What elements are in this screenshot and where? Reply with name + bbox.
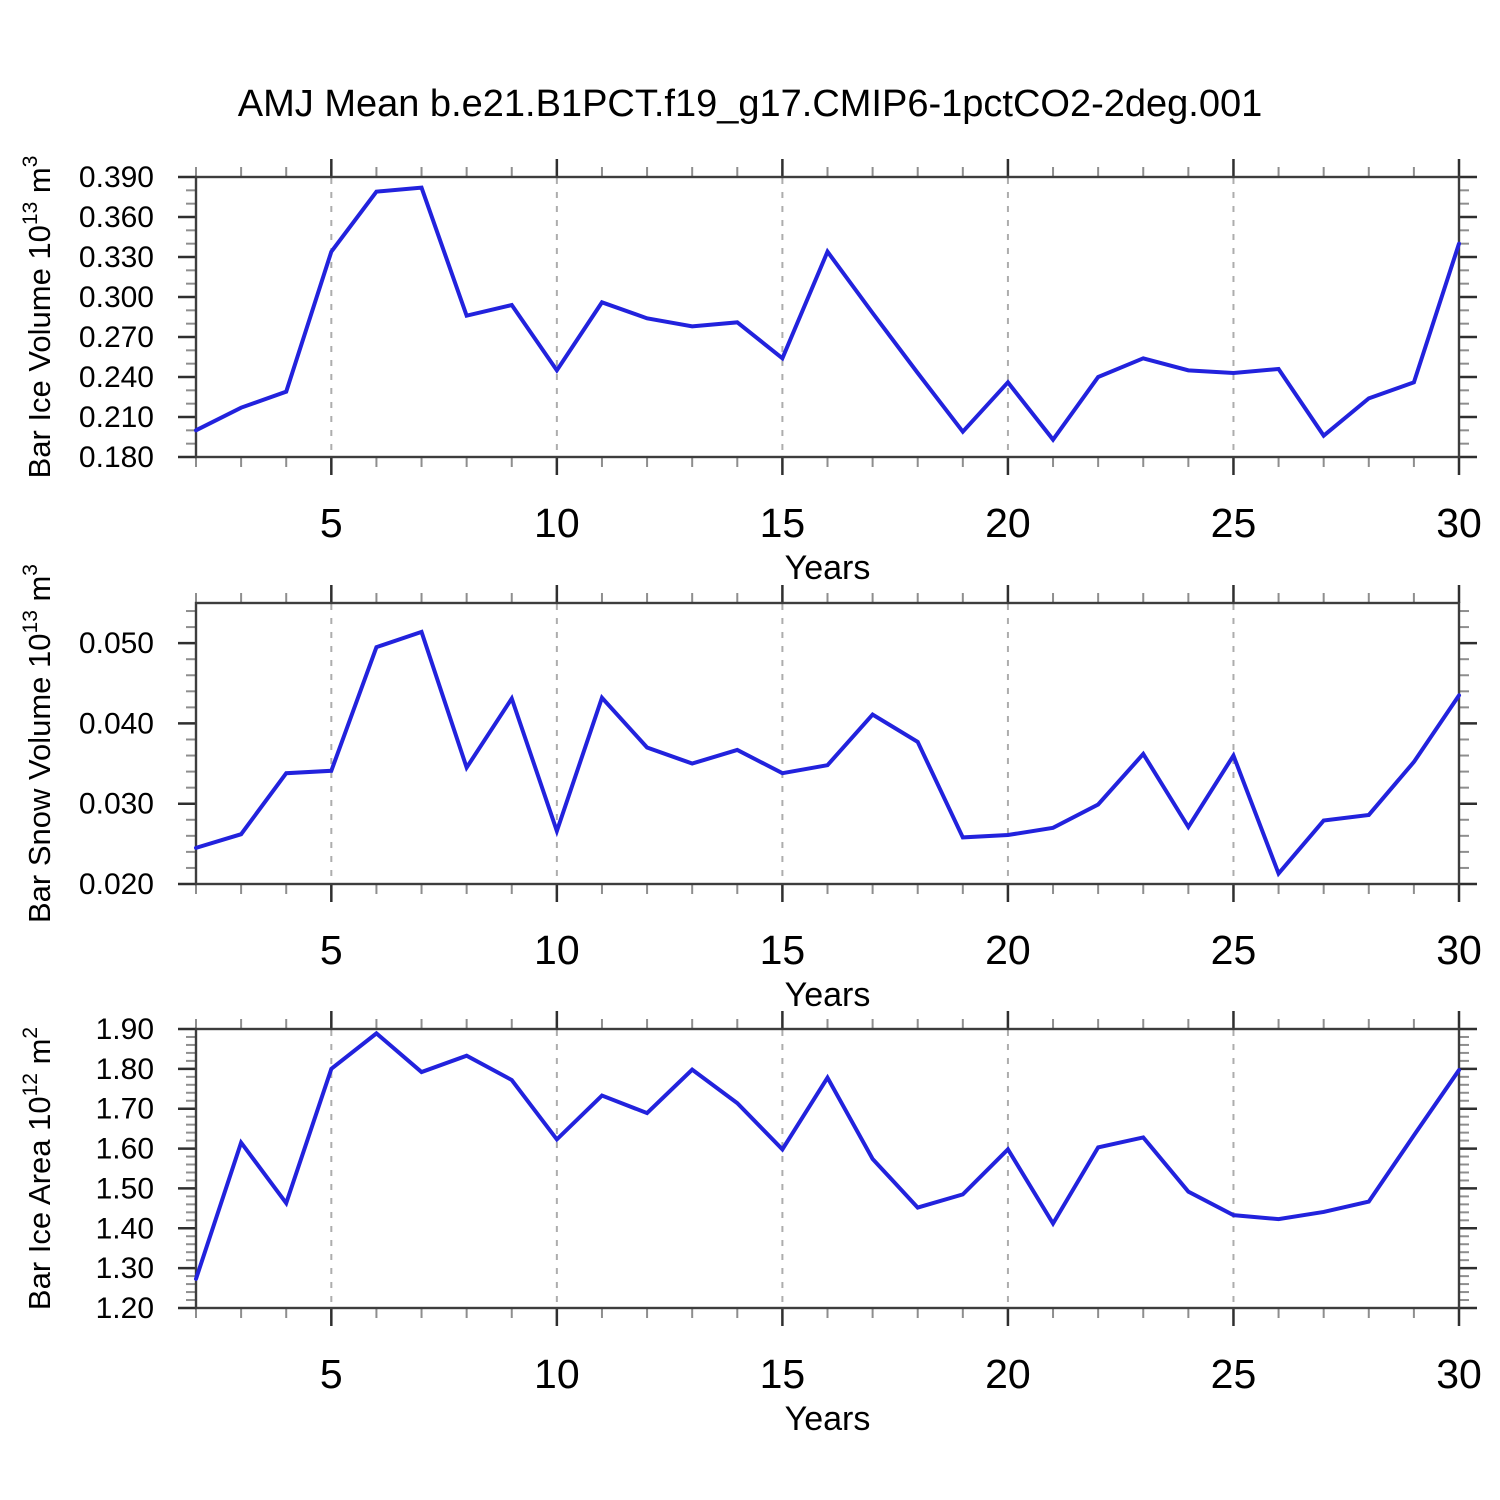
x-tick-label: 25 (1211, 500, 1257, 546)
y-tick-label: 0.040 (79, 707, 154, 740)
series-ice-volume (194, 185, 1461, 443)
y-tick-label: 1.60 (96, 1133, 154, 1166)
x-tick-label: 20 (985, 1351, 1031, 1397)
y-axis-title-sup: 2 (19, 1027, 42, 1039)
y-tick-label: 1.30 (96, 1252, 154, 1285)
panel-frame (194, 601, 1461, 886)
plot-title: AMJ Mean b.e21.B1PCT.f19_g17.CMIP6-1pctC… (238, 83, 1262, 125)
y-tick-label: 1.90 (96, 1013, 154, 1046)
panel-frame (194, 175, 1461, 459)
y-tick-label: 1.70 (96, 1093, 154, 1126)
x-tick-label: 15 (760, 927, 806, 973)
x-tick-label: 30 (1436, 500, 1482, 546)
y-tick-label: 0.210 (79, 401, 154, 434)
y-axis-title-sup: 13 (19, 202, 42, 225)
y-tick-label: 0.330 (79, 241, 154, 274)
panel-ice-area: 5 10 15 20 25 30 1.20 1.30 1.40 1.50 1.60 1.70 1.80 1… (19, 1011, 1482, 1438)
y-tick-label: 1.20 (96, 1292, 154, 1325)
y-tick-label: 0.360 (79, 201, 154, 234)
x-tick-label: 15 (760, 1351, 806, 1397)
y-tick-label: 0.180 (79, 441, 154, 474)
x-axis-title: Years (785, 549, 871, 587)
x-tick-label: 10 (534, 500, 580, 546)
y-axis-title-text: Bar Ice Area 10 (22, 1096, 57, 1310)
y-tick-label: 1.40 (96, 1212, 154, 1245)
x-tick-label: 30 (1436, 1351, 1482, 1397)
panel-ice-volume: 5 10 15 20 25 30 0.180 0.210 0.240 0.270 0.300 0.33… (19, 156, 1482, 587)
y-axis-title-text: Bar Ice Volume 10 (22, 225, 57, 478)
y-tick-label: 0.390 (79, 161, 154, 194)
y-axis-title-sup: 3 (19, 564, 42, 576)
y-axis-title-text: Bar Snow Volume 10 (22, 633, 57, 923)
x-axis-title: Years (785, 976, 871, 1014)
y-axis-title-text: m (22, 576, 57, 610)
x-tick-label: 10 (534, 1351, 580, 1397)
y-tick-label: 0.050 (79, 627, 154, 660)
y-axis-title: Bar Snow Volume 1013 m3 (19, 564, 57, 923)
panel-frame (194, 1027, 1461, 1310)
x-tick-label: 5 (320, 500, 343, 546)
x-tick-label: 5 (320, 1351, 343, 1397)
y-tick-label: 1.50 (96, 1172, 154, 1205)
series-snow-volume (194, 629, 1461, 878)
y-tick-label: 0.300 (79, 281, 154, 314)
x-tick-label: 25 (1211, 927, 1257, 973)
y-axis-title-sup: 3 (19, 156, 42, 168)
panel-snow-volume: 5 10 15 20 25 30 0.020 0.030 0.040 0.050 Bar Snow … (19, 564, 1482, 1014)
x-tick-label: 10 (534, 927, 580, 973)
x-tick-label: 20 (985, 500, 1031, 546)
x-tick-label: 15 (760, 500, 806, 546)
series-ice-area (194, 1030, 1461, 1281)
y-axis-title: Bar Ice Volume 1013 m3 (19, 156, 57, 479)
y-axis-title-text: m (22, 167, 57, 201)
y-tick-label: 0.030 (79, 788, 154, 821)
y-tick-label: 0.270 (79, 321, 154, 354)
x-tick-label: 25 (1211, 1351, 1257, 1397)
y-tick-label: 0.240 (79, 361, 154, 394)
y-tick-label: 1.80 (96, 1053, 154, 1086)
y-axis-title: Bar Ice Area 1012 m2 (19, 1027, 57, 1310)
y-axis-title-text: m (22, 1039, 57, 1073)
x-tick-label: 20 (985, 927, 1031, 973)
y-tick-label: 0.020 (79, 868, 154, 901)
x-tick-label: 5 (320, 927, 343, 973)
y-axis-title-sup: 13 (19, 610, 42, 633)
y-axis-title-sup: 12 (19, 1073, 42, 1096)
panels-group: 5 10 15 20 25 300.1800.2100.2400.2700.3000.33… (19, 156, 1482, 1438)
x-tick-label: 30 (1436, 927, 1482, 973)
x-axis-title: Years (785, 1400, 871, 1438)
